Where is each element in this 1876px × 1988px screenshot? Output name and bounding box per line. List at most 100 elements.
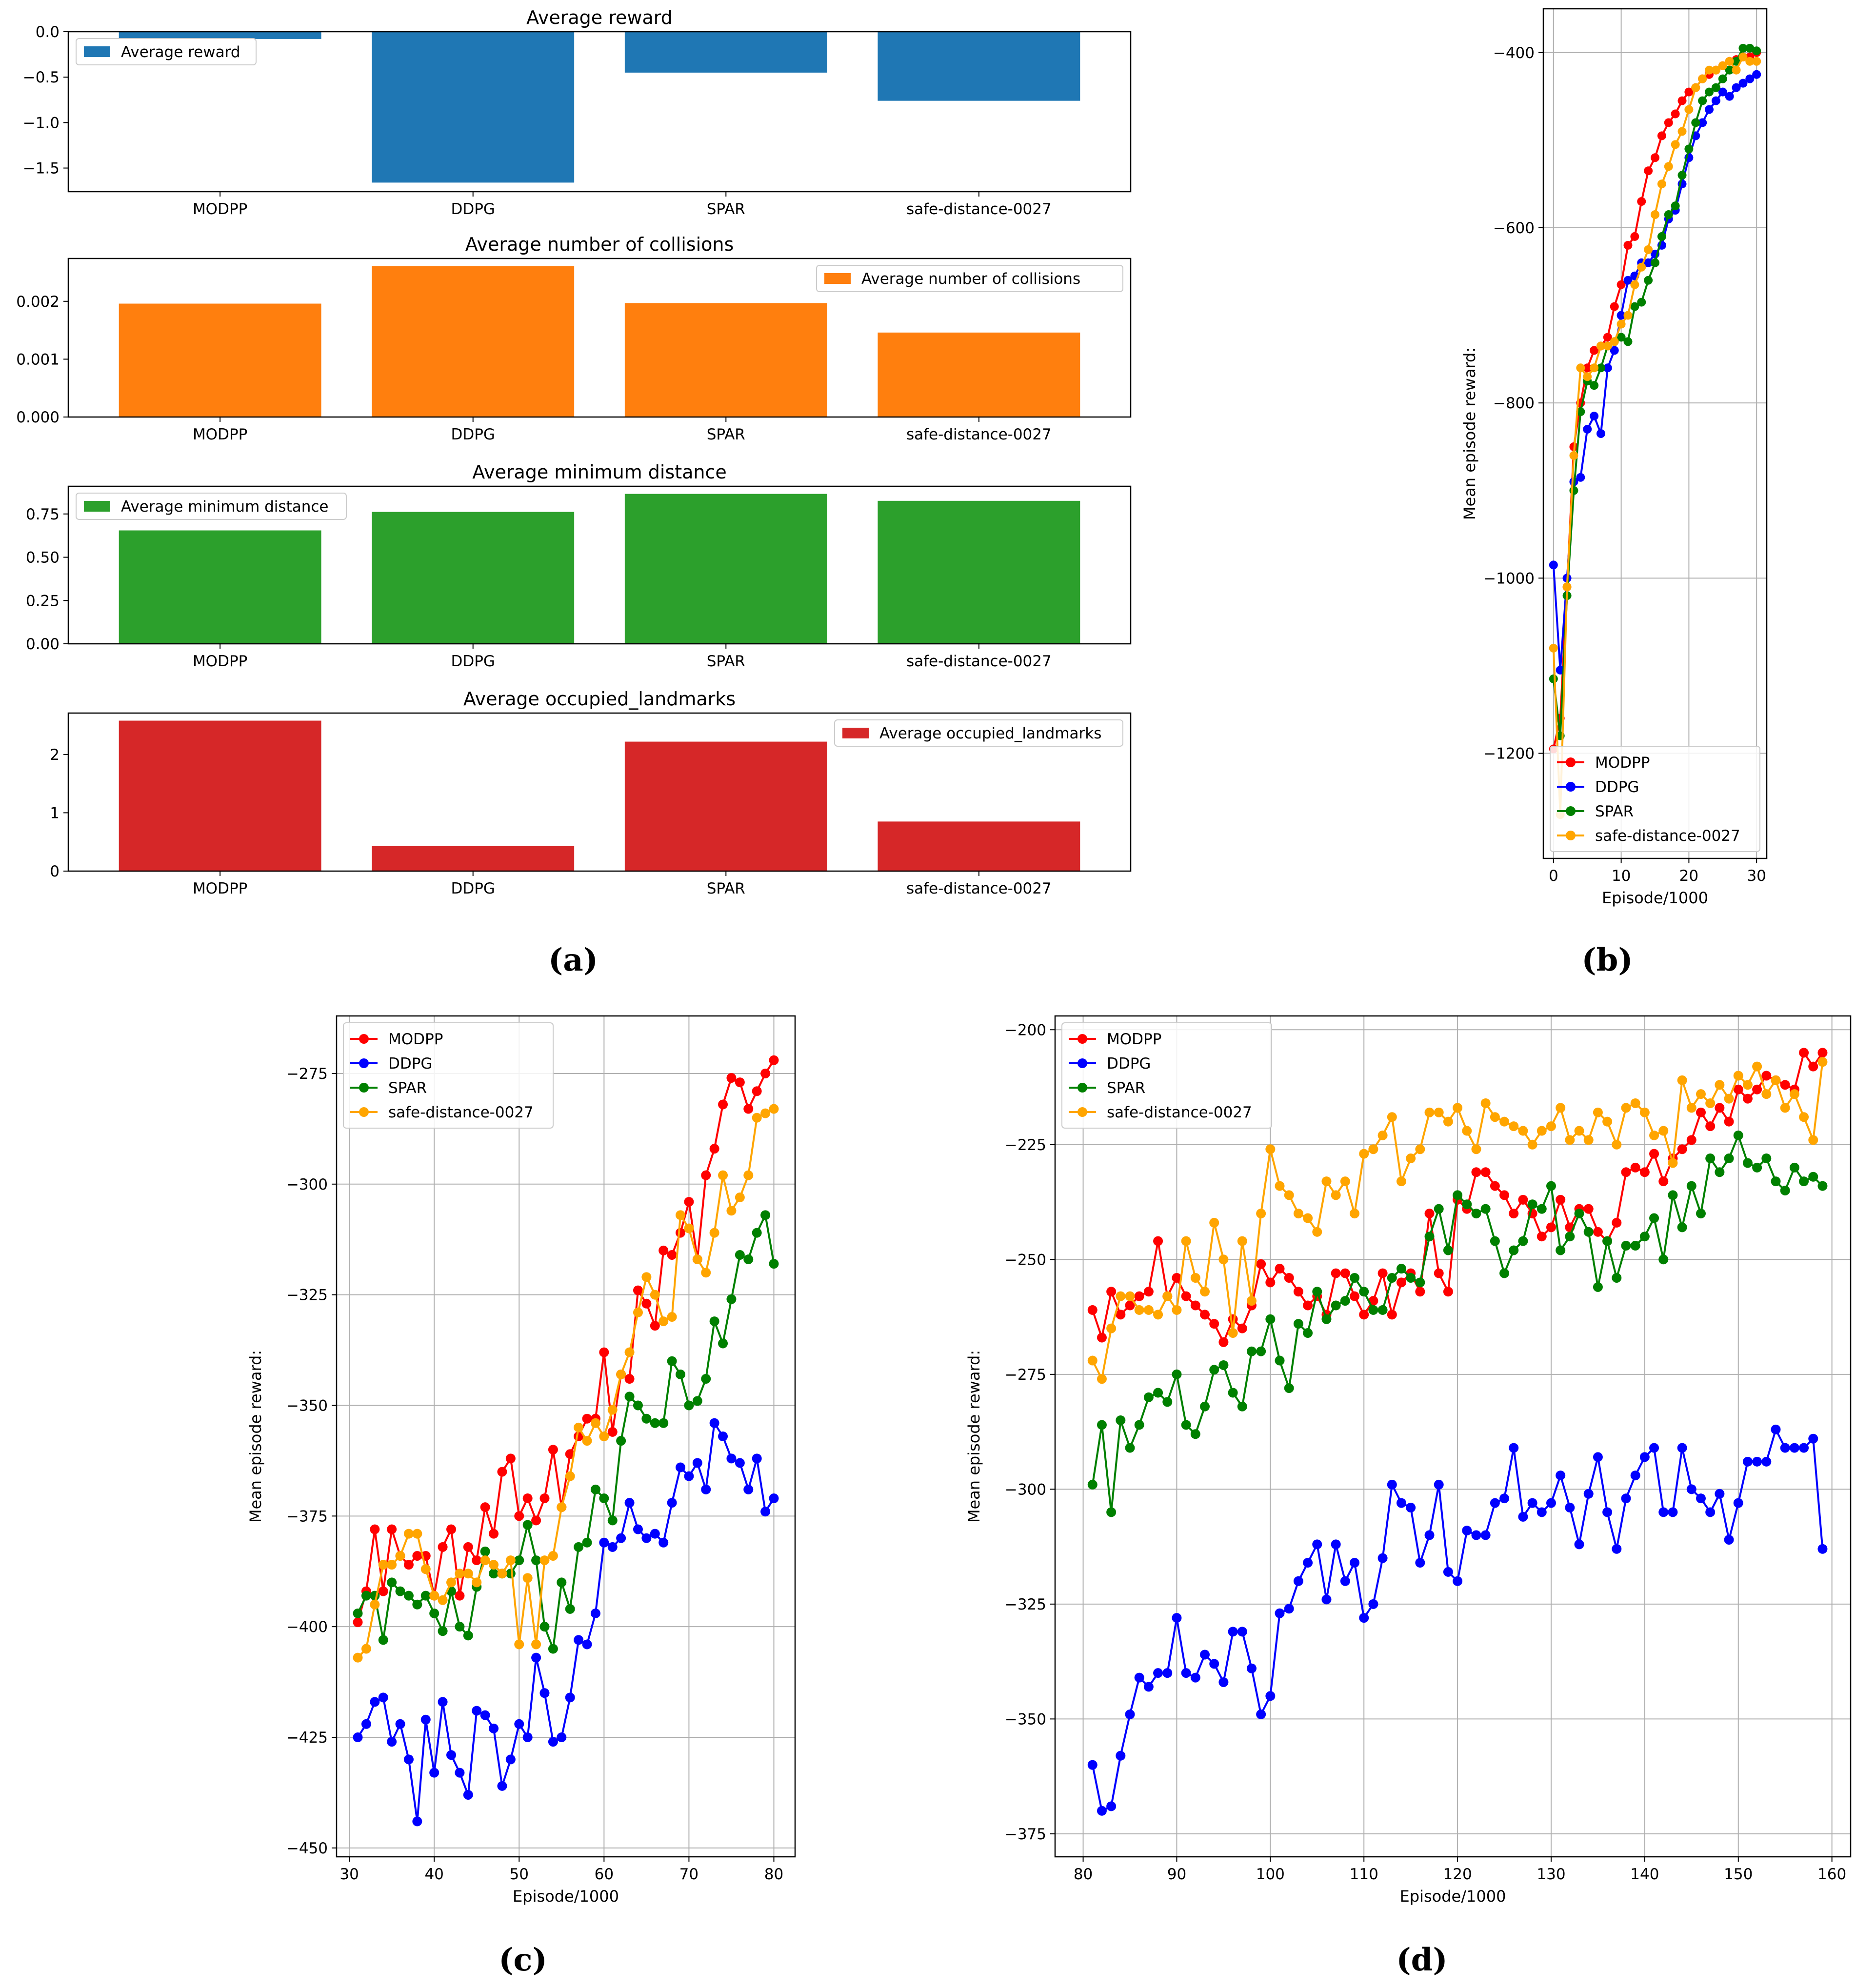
data-point [420, 1590, 431, 1601]
data-point [1590, 346, 1599, 355]
data-point [1556, 1245, 1566, 1255]
y-tick-label: 2 [50, 746, 60, 764]
data-point [1303, 1300, 1313, 1311]
data-point [1808, 1433, 1818, 1444]
data-point [1808, 1135, 1818, 1145]
data-point [1359, 1149, 1369, 1159]
x-tick-label: 110 [1350, 1866, 1378, 1883]
data-point [735, 1193, 745, 1203]
data-point [1134, 1672, 1144, 1683]
data-point [1630, 1241, 1640, 1251]
data-point [1732, 83, 1741, 92]
data-point [1745, 43, 1755, 53]
data-point [1218, 1360, 1229, 1370]
data-point [361, 1719, 371, 1729]
data-point [1686, 1181, 1696, 1191]
data-point [1612, 1217, 1622, 1228]
data-point [1284, 1190, 1294, 1200]
data-point [1256, 1709, 1266, 1719]
x-tick-label: safe-distance-0027 [906, 880, 1052, 897]
data-point [1293, 1319, 1303, 1329]
data-point [387, 1560, 397, 1570]
data-point [1602, 1507, 1613, 1517]
data-point [760, 1210, 771, 1220]
bar-safe-distance-0027 [878, 821, 1080, 871]
data-point [480, 1502, 490, 1512]
data-point [1651, 153, 1659, 162]
line-chart-d: 80 90 100 110 120 130 140 150 160 −375 −350 −325 −30… [965, 1015, 1852, 1906]
data-point [633, 1400, 643, 1411]
data-point [1745, 74, 1755, 83]
data-point [1725, 92, 1734, 101]
data-point [1705, 105, 1714, 114]
data-point [1293, 1209, 1303, 1219]
data-point [1275, 1608, 1285, 1618]
x-axis-label: Episode/1000 [1602, 889, 1708, 907]
data-point [505, 1754, 516, 1765]
data-point [1698, 96, 1707, 105]
legend-marker [1566, 782, 1576, 792]
data-point [489, 1723, 499, 1733]
data-point [1462, 1126, 1472, 1136]
data-point [641, 1272, 652, 1282]
data-point [1153, 1668, 1163, 1678]
data-point [1664, 118, 1673, 127]
y-tick-label: 0 [50, 863, 60, 880]
legend-label: MODPP [1107, 1031, 1161, 1048]
data-point [1499, 1493, 1510, 1504]
data-point [1752, 46, 1761, 56]
data-point [726, 1453, 737, 1464]
data-point [1321, 1594, 1332, 1605]
data-point [1256, 1209, 1266, 1219]
data-point [1162, 1397, 1173, 1407]
data-point [1664, 162, 1673, 171]
data-point [1162, 1291, 1173, 1301]
data-point [1340, 1296, 1350, 1306]
data-point [361, 1644, 371, 1654]
x-tick-label: 0 [1549, 867, 1558, 885]
legend-box [1550, 746, 1760, 852]
x-tick-label: 30 [1747, 867, 1766, 885]
data-point [1623, 311, 1633, 320]
legend: MODPP DDPG SPAR safe-distance-0027 [1550, 746, 1760, 852]
data-point [1565, 1135, 1575, 1145]
data-point [1684, 105, 1694, 114]
data-point [1087, 1760, 1098, 1770]
data-point [1644, 245, 1653, 254]
data-point [1284, 1272, 1294, 1283]
y-tick-label: −1000 [1483, 570, 1535, 587]
data-point [1546, 1121, 1556, 1132]
data-point [1209, 1365, 1219, 1375]
data-point [1087, 1305, 1098, 1315]
data-point [1576, 363, 1585, 373]
data-point [1705, 87, 1714, 97]
bar-spar [624, 494, 827, 644]
data-point [1610, 302, 1619, 311]
data-point [1677, 127, 1687, 136]
data-point [1284, 1604, 1294, 1614]
data-point [1752, 57, 1761, 66]
data-point [1742, 1456, 1753, 1467]
data-point [1396, 1498, 1406, 1508]
data-point [1668, 1190, 1678, 1200]
data-point [1621, 1493, 1631, 1504]
data-point [1817, 1048, 1828, 1058]
data-point [1649, 1213, 1659, 1223]
data-point [1359, 1613, 1369, 1623]
data-point [1387, 1479, 1397, 1490]
data-point [735, 1250, 745, 1260]
data-point [539, 1493, 550, 1504]
data-point [1603, 363, 1612, 373]
data-point [1387, 1310, 1397, 1320]
data-point [522, 1520, 533, 1530]
data-point [1537, 1126, 1547, 1136]
data-point [420, 1564, 431, 1574]
data-point [1331, 1268, 1341, 1278]
data-point [1696, 1493, 1706, 1504]
data-point [1698, 74, 1707, 83]
y-tick-label: 0.50 [26, 549, 60, 567]
data-point [1462, 1199, 1472, 1210]
legend-marker [1566, 806, 1576, 816]
data-point [641, 1298, 652, 1309]
data-point [1725, 65, 1734, 75]
